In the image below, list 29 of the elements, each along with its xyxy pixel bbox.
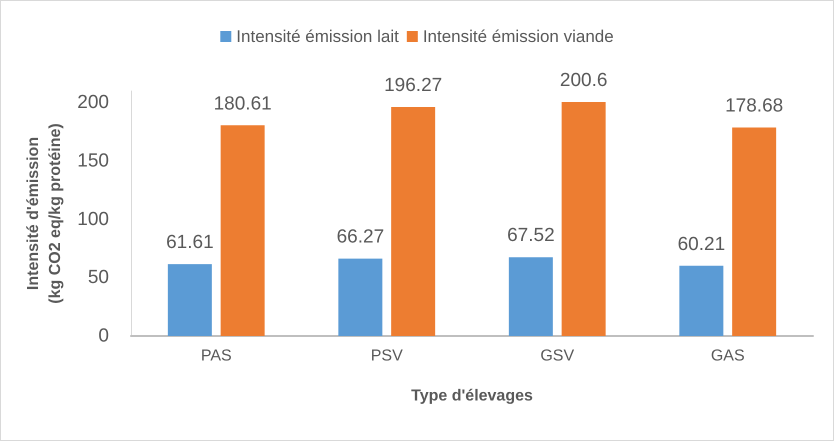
bar: [168, 264, 212, 336]
y-tick-label: 50: [88, 267, 109, 288]
x-tick-label: PSV: [370, 348, 404, 364]
data-label: 178.68: [725, 96, 784, 117]
data-label: 196.27: [384, 75, 442, 96]
data-label: 66.27: [336, 226, 384, 248]
data-label: 61.61: [166, 232, 214, 254]
bar: [508, 257, 553, 336]
bar: [338, 258, 382, 336]
y-tick-label: 150: [77, 150, 109, 172]
bar: [562, 102, 606, 336]
x-tick-label: PAS: [200, 348, 232, 364]
x-tick-label: GAS: [710, 348, 745, 364]
x-axis-title: Type d'élevages: [411, 388, 533, 404]
legend-label: Intensité émission viande: [422, 27, 614, 46]
y-tick-label: 200: [77, 92, 109, 114]
y-tick-label: 100: [77, 208, 109, 230]
y-tick-label: 0: [98, 326, 109, 346]
data-label: 180.61: [214, 93, 272, 114]
data-label: 67.52: [507, 225, 555, 246]
x-tick-label: GSV: [540, 348, 574, 364]
data-label: 60.21: [678, 234, 726, 255]
bar: [679, 266, 724, 336]
bar: [732, 128, 776, 336]
data-label: 200.6: [560, 70, 608, 91]
bar: [220, 125, 265, 336]
y-axis-title: Intensité d'émission (kg CO2 eq/kg protéine): [24, 123, 64, 304]
legend-label: Intensité émission lait: [236, 27, 400, 46]
bar: [391, 107, 436, 336]
